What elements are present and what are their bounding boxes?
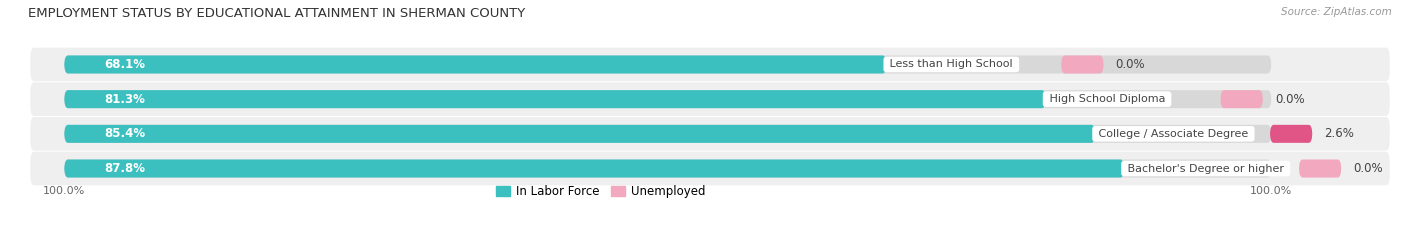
Text: 81.3%: 81.3% bbox=[104, 93, 145, 106]
FancyBboxPatch shape bbox=[65, 125, 1095, 143]
Text: High School Diploma: High School Diploma bbox=[1046, 94, 1168, 104]
FancyBboxPatch shape bbox=[65, 160, 1123, 178]
FancyBboxPatch shape bbox=[31, 152, 1389, 185]
FancyBboxPatch shape bbox=[1062, 55, 1104, 73]
Text: EMPLOYMENT STATUS BY EDUCATIONAL ATTAINMENT IN SHERMAN COUNTY: EMPLOYMENT STATUS BY EDUCATIONAL ATTAINM… bbox=[28, 7, 526, 20]
Text: Source: ZipAtlas.com: Source: ZipAtlas.com bbox=[1281, 7, 1392, 17]
FancyBboxPatch shape bbox=[65, 55, 886, 73]
Text: 100.0%: 100.0% bbox=[1250, 186, 1292, 196]
Text: 85.4%: 85.4% bbox=[104, 127, 145, 140]
Text: 0.0%: 0.0% bbox=[1115, 58, 1144, 71]
Text: College / Associate Degree: College / Associate Degree bbox=[1095, 129, 1251, 139]
FancyBboxPatch shape bbox=[31, 48, 1389, 81]
Text: Bachelor's Degree or higher: Bachelor's Degree or higher bbox=[1123, 164, 1288, 174]
Text: 2.6%: 2.6% bbox=[1324, 127, 1354, 140]
FancyBboxPatch shape bbox=[65, 90, 1046, 108]
FancyBboxPatch shape bbox=[1299, 160, 1341, 178]
Text: 68.1%: 68.1% bbox=[104, 58, 145, 71]
Text: 87.8%: 87.8% bbox=[104, 162, 145, 175]
Legend: In Labor Force, Unemployed: In Labor Force, Unemployed bbox=[491, 181, 710, 203]
FancyBboxPatch shape bbox=[31, 117, 1389, 151]
FancyBboxPatch shape bbox=[65, 125, 1271, 143]
Text: 0.0%: 0.0% bbox=[1275, 93, 1305, 106]
Text: 100.0%: 100.0% bbox=[44, 186, 86, 196]
FancyBboxPatch shape bbox=[31, 82, 1389, 116]
Text: 0.0%: 0.0% bbox=[1354, 162, 1384, 175]
FancyBboxPatch shape bbox=[65, 160, 1271, 178]
FancyBboxPatch shape bbox=[1220, 90, 1263, 108]
FancyBboxPatch shape bbox=[1270, 125, 1312, 143]
FancyBboxPatch shape bbox=[65, 55, 1271, 73]
Text: Less than High School: Less than High School bbox=[886, 59, 1017, 69]
FancyBboxPatch shape bbox=[65, 90, 1271, 108]
